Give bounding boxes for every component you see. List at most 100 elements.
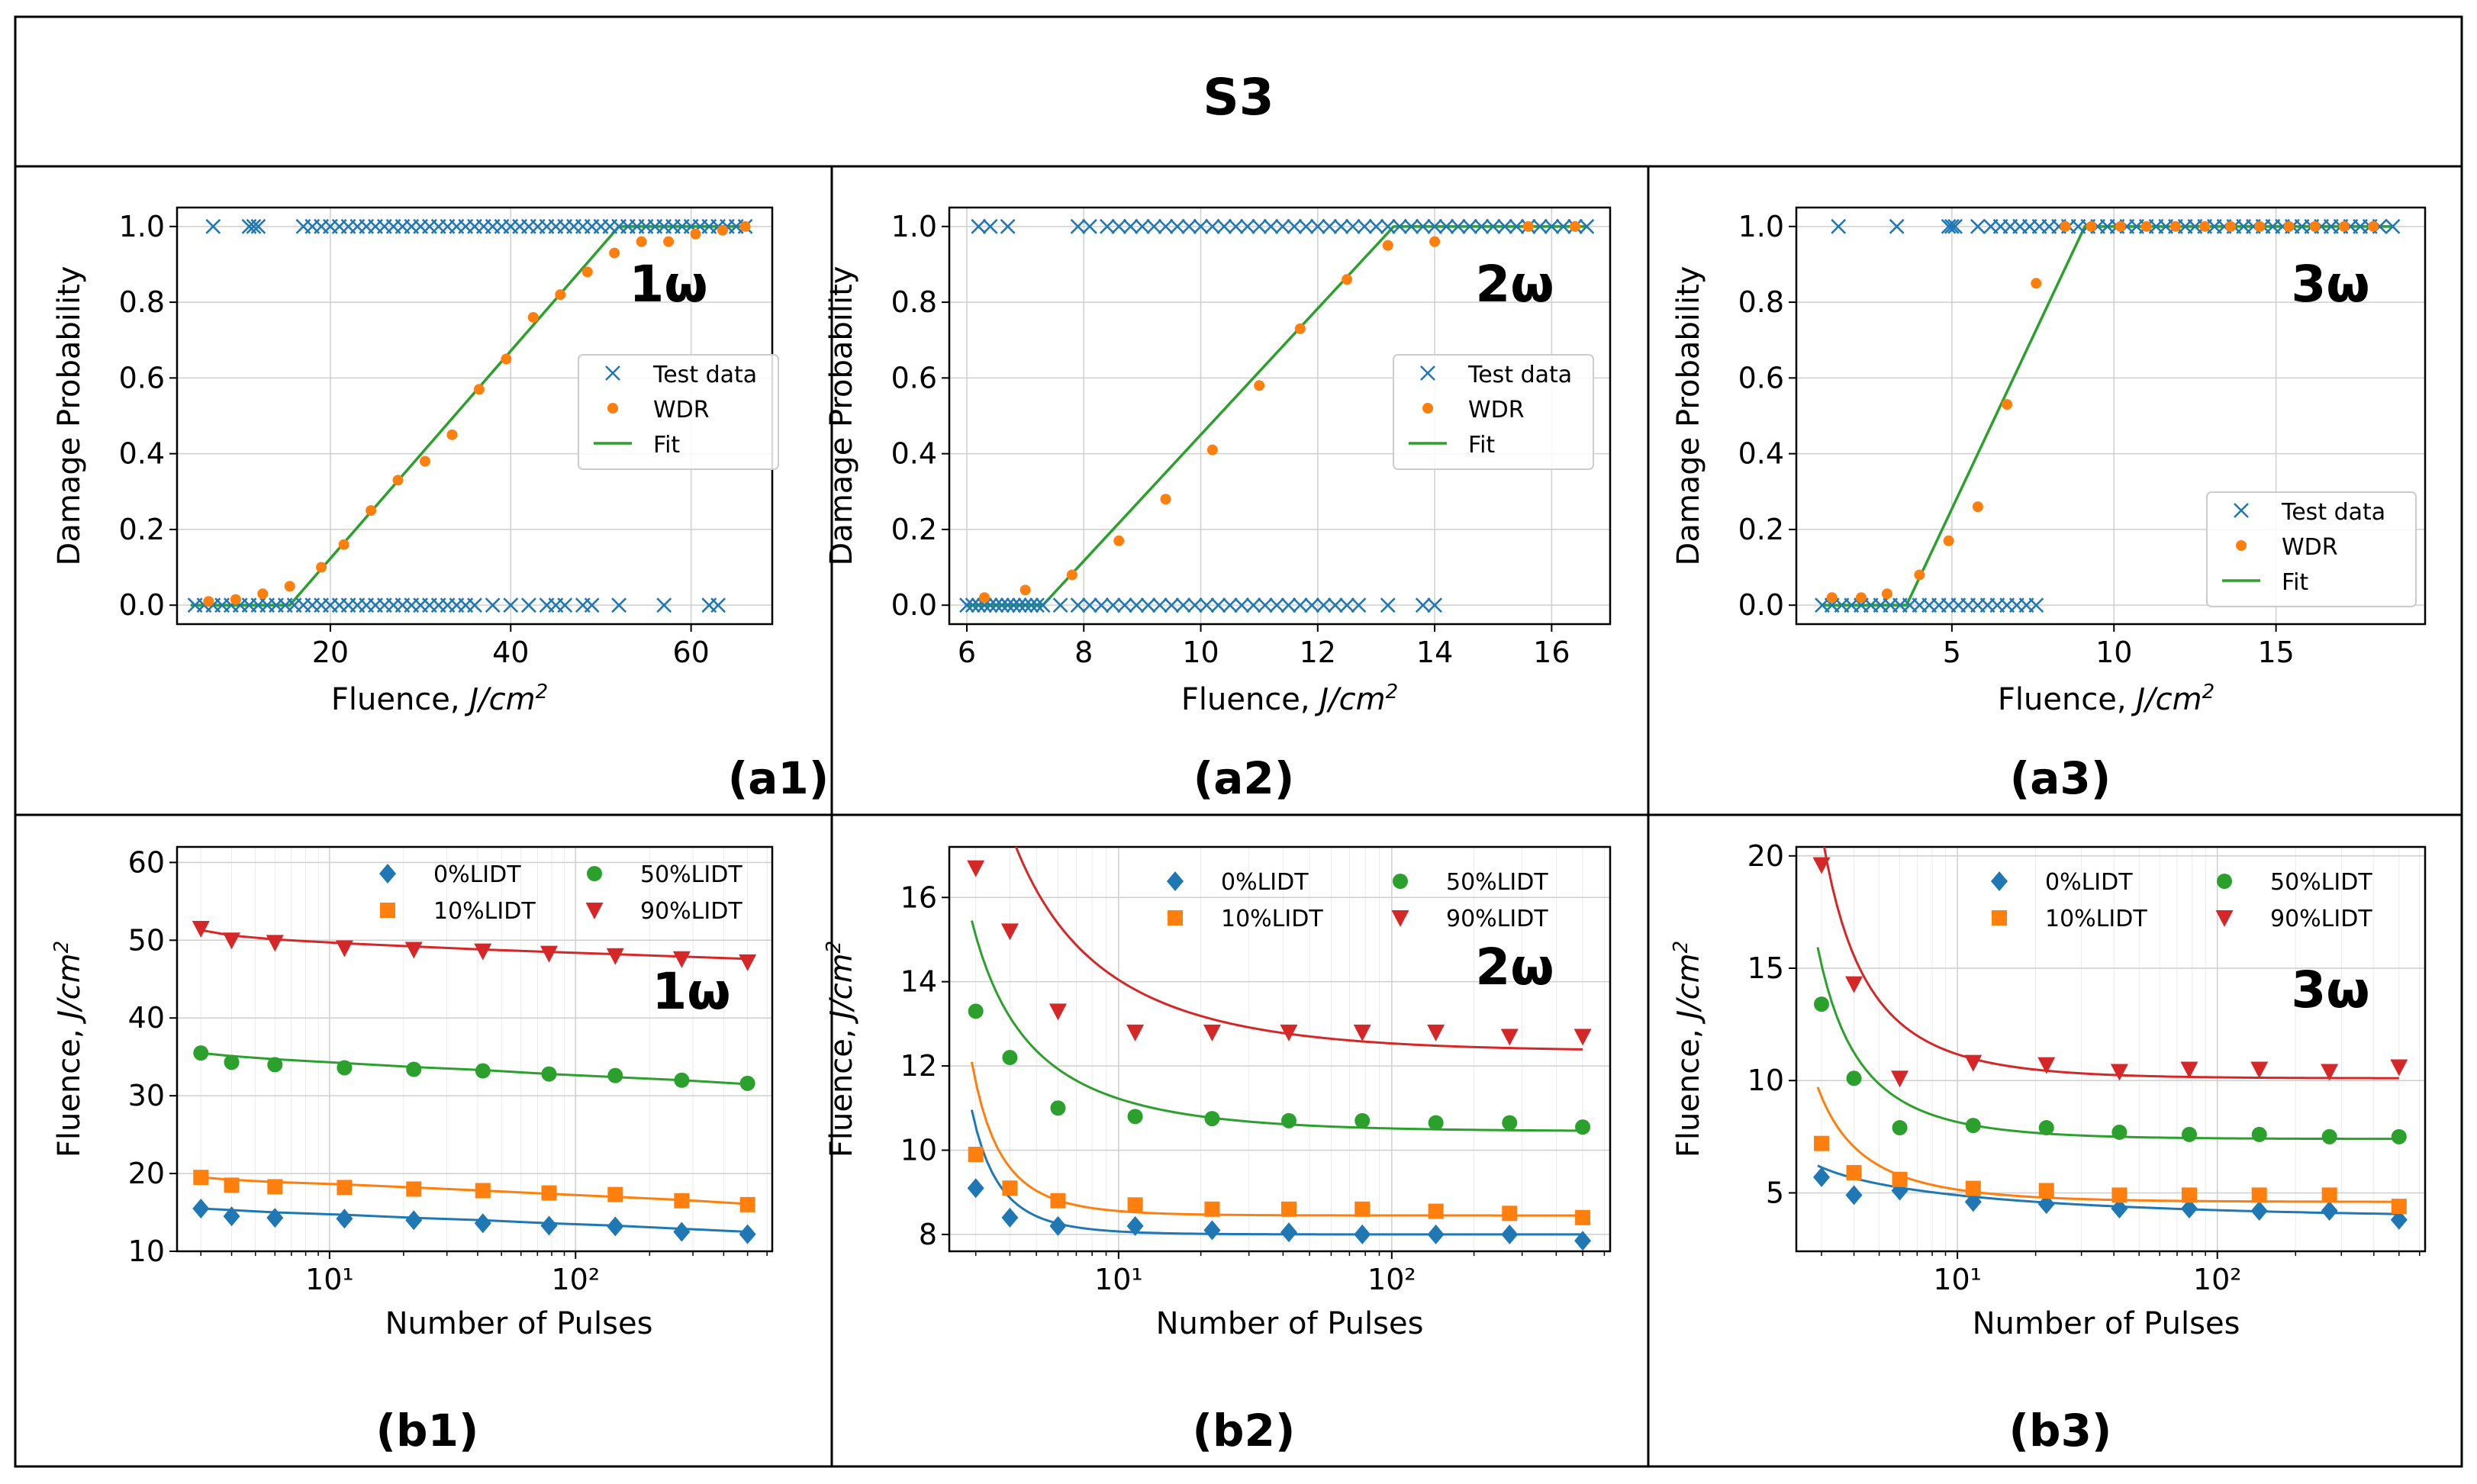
- test-data-point: [1029, 597, 1045, 613]
- data-point: [2111, 1187, 2128, 1203]
- wdr-point: [1019, 584, 1031, 596]
- legend-label: 0%LIDT: [1221, 869, 1309, 896]
- data-point: [2250, 1061, 2269, 1079]
- data-point: [1501, 1224, 1519, 1244]
- data-point: [475, 1183, 491, 1199]
- test-data-point: [1234, 597, 1250, 613]
- test-data-point: [1158, 218, 1174, 234]
- data-point: [1575, 1119, 1591, 1135]
- data-point: [2111, 1124, 2128, 1140]
- test-data-point: [1322, 218, 1338, 234]
- test-data-point: [1427, 597, 1442, 613]
- data-point: [405, 1210, 423, 1231]
- data-point: [1814, 1135, 1830, 1151]
- data-point: [193, 1170, 209, 1186]
- test-data-point: [1140, 597, 1156, 613]
- wdr-point: [1943, 535, 1954, 546]
- test-data-point: [977, 597, 992, 613]
- data-point: [1049, 1215, 1067, 1236]
- legend-marker: [587, 866, 602, 881]
- test-data-point: [1889, 218, 1905, 234]
- test-data-point: [1831, 218, 1847, 234]
- legend: 0%LIDT 10%LIDT 50%LIDT 90%LIDT: [1167, 869, 1548, 932]
- data-point: [1203, 1220, 1221, 1241]
- wdr-point: [1972, 501, 1983, 513]
- data-point: [1353, 1024, 1371, 1041]
- test-data-point: [1111, 218, 1127, 234]
- data-point: [1891, 1070, 1909, 1088]
- data-point: [2180, 1199, 2198, 1219]
- y-tick-label: 50: [128, 923, 165, 957]
- fit-curve: [970, 1061, 1583, 1217]
- panel-label: (a2): [1193, 752, 1295, 804]
- fit-curve: [201, 1207, 748, 1234]
- test-data-point: [1012, 597, 1027, 613]
- legend-label: Fit: [653, 432, 680, 459]
- panel-a3: 5 10 15 0.0 0.2 0.4 0.6 0.8 1.0 Fluence, J/cm2 Dam…: [1671, 206, 2427, 804]
- legend-label: Test data: [1467, 362, 1572, 388]
- data-point: [1048, 1003, 1067, 1021]
- data-point: [2181, 1187, 2197, 1203]
- plot-frame: [1795, 845, 2427, 1253]
- wdr-point: [1855, 592, 1867, 604]
- test-data-point: [1380, 597, 1396, 613]
- figure-title: S3: [1203, 68, 1274, 127]
- test-data-point: [994, 597, 1010, 613]
- test-data-point: [1392, 218, 1407, 234]
- test-data-point: [988, 597, 1004, 613]
- test-data-point: [1082, 597, 1097, 613]
- data-point: [2321, 1201, 2338, 1221]
- legend-marker-wdr: [607, 403, 618, 414]
- wdr-point: [284, 581, 295, 592]
- panel-label: (b2): [1193, 1405, 1296, 1457]
- legend-marker: [1167, 871, 1184, 891]
- table-frame: [14, 15, 2463, 1468]
- test-data-point: [1333, 218, 1349, 234]
- wavelength-annotation: 3ω: [2291, 961, 2369, 1019]
- wdr-point: [2283, 221, 2295, 232]
- test-data-point: [1304, 597, 1320, 613]
- wdr-point: [690, 228, 701, 240]
- data-point: [673, 1222, 691, 1242]
- test-data-point: [1947, 218, 1963, 234]
- x-axis-label: Fluence, J/cm2: [1998, 681, 2214, 717]
- legend-marker-test-data: [1420, 365, 1435, 381]
- legend-marker: [1168, 910, 1183, 925]
- gridlines: [1796, 847, 2425, 1251]
- data-point: [672, 951, 691, 968]
- data-point: [1126, 1215, 1144, 1236]
- data-point: [606, 948, 624, 965]
- y-tick-label: 10: [128, 1235, 165, 1268]
- legend-marker-test-data: [2234, 503, 2249, 518]
- data-point: [2321, 1064, 2339, 1081]
- outer-border: [14, 15, 2463, 1468]
- test-data-point: [1000, 597, 1016, 613]
- test-data-point: [1123, 218, 1139, 234]
- wdr-point: [2338, 221, 2350, 232]
- test-data-point: [1228, 218, 1244, 234]
- wdr-point: [717, 224, 728, 236]
- data-point: [1127, 1109, 1143, 1125]
- data-point: [739, 1075, 755, 1091]
- data-point: [475, 1063, 491, 1079]
- data-point: [1001, 1207, 1019, 1228]
- test-data-point: [1006, 597, 1022, 613]
- data-point: [1892, 1120, 1908, 1136]
- wdr-point: [1429, 236, 1441, 247]
- wdr-point: [609, 247, 620, 259]
- test-data-point: [2028, 597, 2044, 613]
- test-data-point: [1462, 218, 1477, 234]
- data-point: [224, 1054, 240, 1070]
- data-point: [1964, 1192, 1982, 1212]
- wdr-point: [420, 456, 430, 467]
- data-point: [1354, 1201, 1371, 1217]
- y-tick-label: 0.2: [1738, 513, 1784, 546]
- test-data-point: [1327, 597, 1343, 613]
- x-tick-label: 5: [1943, 636, 1961, 669]
- test-data-point: [467, 597, 482, 613]
- data-point: [2180, 1061, 2198, 1079]
- test-data-point: [959, 597, 974, 613]
- legend-marker-wdr: [1422, 403, 1433, 414]
- test-data-point: [965, 597, 981, 613]
- y-tick-label: 0.4: [119, 437, 165, 471]
